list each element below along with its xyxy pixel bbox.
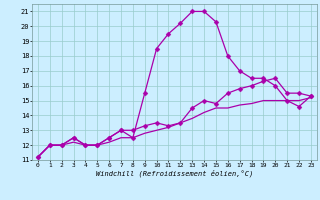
X-axis label: Windchill (Refroidissement éolien,°C): Windchill (Refroidissement éolien,°C) (96, 169, 253, 177)
